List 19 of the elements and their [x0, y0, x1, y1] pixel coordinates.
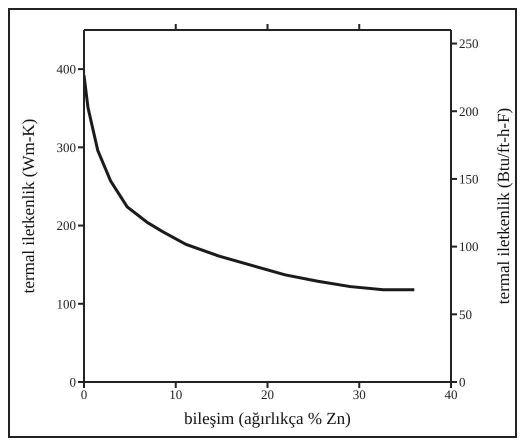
y-tick-label: 200: [56, 218, 76, 234]
y2-tick-label: 200: [459, 104, 478, 119]
y2-tick-label: 150: [459, 172, 478, 187]
x-tick-label: 20: [261, 387, 274, 402]
y2-tick-label: 100: [459, 239, 478, 254]
x-axis-title: bileşim (ağırlıkça % Zn): [184, 409, 351, 428]
x-tick-label: 0: [80, 387, 88, 402]
y-tick-label: 100: [56, 296, 76, 312]
y2-tick-label: 0: [459, 374, 466, 390]
x-tick-label: 40: [444, 387, 458, 402]
y-tick-label: 400: [56, 62, 76, 77]
y-tick-label: 300: [56, 140, 76, 155]
y-axis-title: termal iletkenlik (Wm-K): [19, 118, 38, 294]
x-tick-label: 30: [352, 387, 366, 402]
y2-tick-label: 250: [459, 36, 478, 52]
y2-tick-label: 50: [459, 306, 472, 322]
y-tick-label: 0: [70, 374, 76, 390]
x-tick-label: 10: [169, 387, 182, 402]
y2-axis-title: termal iletkenlik (Btu/ft-h-F): [494, 108, 514, 304]
